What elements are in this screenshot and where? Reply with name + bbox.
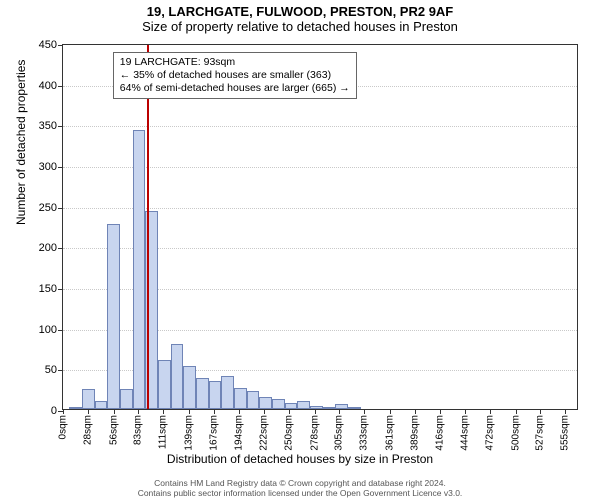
x-tick-label: 111sqm (158, 415, 169, 449)
histogram-bar (95, 401, 108, 409)
y-tick-label: 150 (39, 283, 57, 295)
x-axis-label: Distribution of detached houses by size … (0, 452, 600, 466)
x-tick-mark (315, 409, 316, 414)
x-tick-mark (63, 409, 64, 414)
histogram-bar (297, 401, 310, 409)
annotation-line: ← 35% of detached houses are smaller (36… (120, 69, 350, 82)
x-tick-label: 139sqm (183, 415, 194, 451)
histogram-bar (272, 399, 285, 409)
histogram-bar (209, 381, 222, 409)
x-tick-mark (114, 409, 115, 414)
x-tick-mark (440, 409, 441, 414)
x-tick-mark (138, 409, 139, 414)
histogram-bar (285, 403, 298, 410)
y-tick-label: 100 (39, 324, 57, 336)
histogram-bar (133, 130, 146, 409)
x-tick-label: 250sqm (284, 415, 295, 451)
histogram-bar (171, 344, 184, 409)
histogram-bar (183, 366, 196, 409)
x-tick-label: 389sqm (410, 415, 421, 451)
y-tick-label: 200 (39, 242, 57, 254)
y-axis-label: Number of detached properties (14, 60, 28, 225)
x-tick-label: 500sqm (510, 415, 521, 451)
y-tick-mark (58, 86, 63, 87)
x-tick-label: 194sqm (233, 415, 244, 451)
y-tick-mark (58, 45, 63, 46)
histogram-bar (247, 391, 260, 409)
x-tick-mark (214, 409, 215, 414)
x-tick-label: 527sqm (535, 415, 546, 451)
x-tick-label: 305sqm (334, 415, 345, 451)
property-marker-line (147, 45, 149, 409)
y-tick-mark (58, 289, 63, 290)
x-tick-label: 28sqm (83, 415, 94, 445)
x-tick-mark (289, 409, 290, 414)
x-tick-label: 555sqm (560, 415, 571, 451)
chart-title-line2: Size of property relative to detached ho… (0, 19, 600, 34)
histogram-bar (234, 388, 247, 409)
y-tick-label: 350 (39, 120, 57, 132)
plot-area: 0501001502002503003504004500sqm28sqm56sq… (62, 44, 578, 410)
chart-area: 0501001502002503003504004500sqm28sqm56sq… (62, 44, 578, 410)
x-tick-mark (163, 409, 164, 414)
y-tick-mark (58, 370, 63, 371)
histogram-bar (310, 406, 323, 409)
x-tick-mark (189, 409, 190, 414)
x-tick-label: 56sqm (108, 415, 119, 445)
x-tick-label: 361sqm (384, 415, 395, 451)
x-tick-mark (264, 409, 265, 414)
y-tick-label: 400 (39, 80, 57, 92)
y-tick-mark (58, 330, 63, 331)
y-tick-label: 300 (39, 161, 57, 173)
x-tick-mark (465, 409, 466, 414)
x-tick-label: 167sqm (209, 415, 220, 451)
histogram-bar (348, 407, 361, 409)
x-tick-label: 278sqm (309, 415, 320, 451)
histogram-bar (107, 224, 120, 409)
y-tick-label: 50 (45, 364, 57, 376)
x-tick-mark (364, 409, 365, 414)
histogram-bar (323, 407, 336, 409)
y-tick-label: 250 (39, 202, 57, 214)
y-tick-mark (58, 167, 63, 168)
y-tick-mark (58, 208, 63, 209)
x-tick-mark (565, 409, 566, 414)
gridline (63, 126, 577, 127)
histogram-bar (82, 389, 95, 409)
footer-line-2: Contains public sector information licen… (8, 489, 592, 498)
x-tick-label: 333sqm (359, 415, 370, 451)
x-tick-label: 472sqm (485, 415, 496, 451)
x-tick-mark (390, 409, 391, 414)
x-tick-label: 83sqm (133, 415, 144, 445)
attribution-footer: Contains HM Land Registry data © Crown c… (8, 479, 592, 498)
x-tick-mark (339, 409, 340, 414)
x-tick-mark (516, 409, 517, 414)
histogram-bar (259, 397, 272, 409)
y-tick-label: 450 (39, 39, 57, 51)
annotation-line: 64% of semi-detached houses are larger (… (120, 82, 350, 95)
histogram-bar (221, 376, 234, 409)
x-tick-label: 0sqm (58, 415, 69, 439)
y-tick-mark (58, 248, 63, 249)
x-tick-label: 222sqm (258, 415, 269, 451)
x-tick-label: 444sqm (459, 415, 470, 451)
annotation-box: 19 LARCHGATE: 93sqm← 35% of detached hou… (113, 52, 357, 99)
chart-title-line1: 19, LARCHGATE, FULWOOD, PRESTON, PR2 9AF (0, 0, 600, 19)
histogram-bar (69, 407, 82, 409)
histogram-bar (158, 360, 171, 409)
x-tick-label: 416sqm (434, 415, 445, 451)
y-tick-label: 0 (51, 405, 57, 417)
histogram-bar (335, 404, 348, 409)
histogram-bar (120, 389, 133, 409)
y-tick-mark (58, 126, 63, 127)
x-tick-mark (540, 409, 541, 414)
x-tick-mark (415, 409, 416, 414)
x-tick-mark (239, 409, 240, 414)
x-tick-mark (88, 409, 89, 414)
histogram-bar (196, 378, 209, 409)
annotation-line: 19 LARCHGATE: 93sqm (120, 56, 350, 69)
x-tick-mark (490, 409, 491, 414)
